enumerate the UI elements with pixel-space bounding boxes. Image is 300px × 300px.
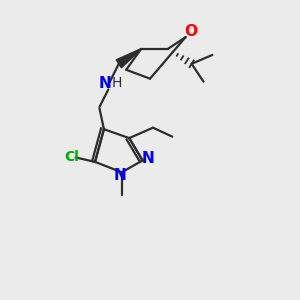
Text: H: H xyxy=(112,76,122,90)
Text: N: N xyxy=(114,168,127,183)
Text: N: N xyxy=(142,151,154,166)
Text: O: O xyxy=(184,24,197,39)
Text: Cl: Cl xyxy=(65,149,80,164)
Text: N: N xyxy=(98,76,111,91)
Polygon shape xyxy=(116,49,141,68)
